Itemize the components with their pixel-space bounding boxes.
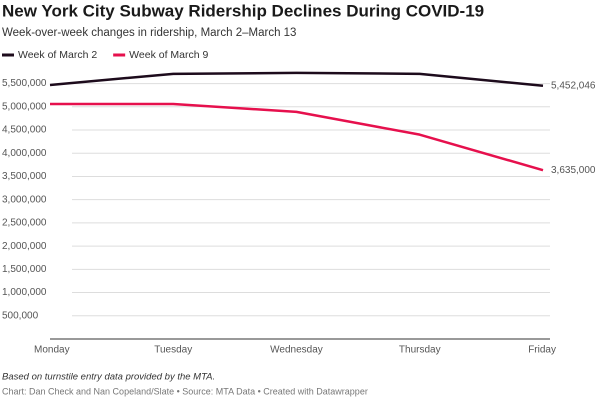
y-tick-label: 4,000,000 bbox=[2, 148, 47, 159]
y-tick-label: 1,500,000 bbox=[2, 264, 47, 275]
y-tick-label: 3,000,000 bbox=[2, 194, 47, 205]
line bbox=[49, 71, 544, 88]
value-label: 5,452,046 bbox=[551, 80, 596, 91]
x-tick-label: Friday bbox=[528, 345, 556, 356]
legend-label: Week of March 2 bbox=[18, 49, 97, 61]
chart-title: New York City Subway Ridership Declines … bbox=[2, 1, 484, 20]
y-tick-label: 4,500,000 bbox=[2, 125, 47, 136]
y-tick-label: 2,500,000 bbox=[2, 218, 47, 229]
x-tick-label: Thursday bbox=[399, 345, 441, 356]
y-tick-label: 500,000 bbox=[2, 310, 39, 321]
source: Chart: Dan Check and Nan Copeland/Slate … bbox=[2, 386, 368, 396]
x-tick-label: Tuesday bbox=[154, 345, 192, 356]
value-label: 3,635,000 bbox=[551, 165, 596, 176]
y-tick-label: 5,500,000 bbox=[2, 78, 47, 89]
line bbox=[50, 102, 544, 172]
y-tick-label: 3,500,000 bbox=[2, 171, 47, 182]
x-tick-label: Monday bbox=[34, 345, 70, 356]
legend-label: Week of March 9 bbox=[129, 49, 208, 61]
y-tick-label: 1,000,000 bbox=[2, 287, 47, 298]
x-tick-label: Wednesday bbox=[270, 345, 323, 356]
y-tick-label: 5,000,000 bbox=[2, 101, 47, 112]
y-tick-label: 2,000,000 bbox=[2, 241, 47, 252]
note: Based on turnstile entry data provided b… bbox=[2, 372, 215, 383]
chart-subtitle: Week-over-week changes in ridership, Mar… bbox=[2, 27, 296, 39]
